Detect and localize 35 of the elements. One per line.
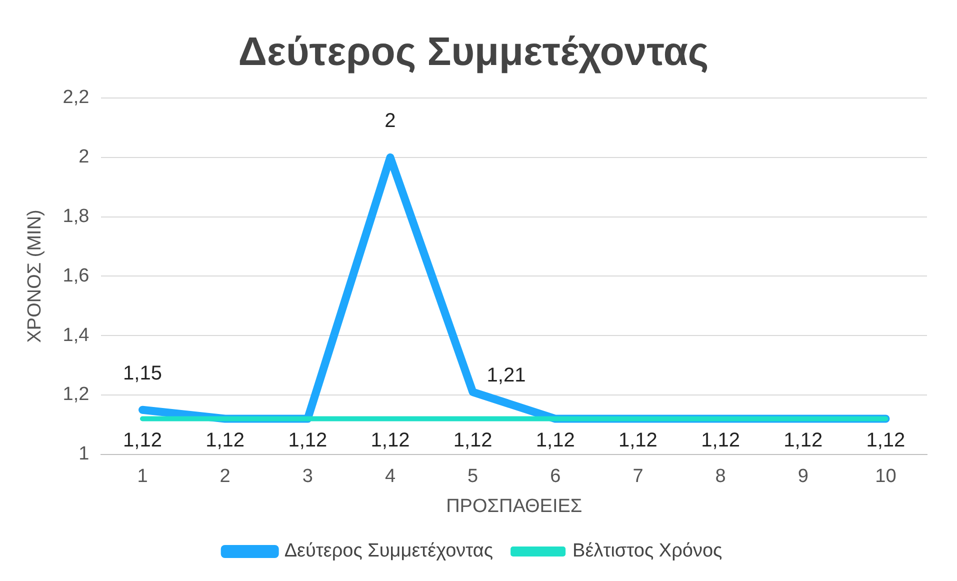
data-label: 2: [384, 110, 396, 132]
y-tick-label: 1: [78, 444, 90, 465]
x-tick-label: 9: [798, 466, 808, 488]
x-tick-label: 7: [632, 466, 644, 488]
y-axis-title: ΧΡΟΝΟΣ (MIN): [24, 210, 46, 343]
x-tick-label: 6: [550, 466, 561, 488]
data-label: 1,12: [453, 429, 492, 452]
data-label: 1,21: [486, 364, 526, 387]
data-label: 1,12: [288, 429, 328, 452]
data-label: 1,12: [701, 429, 740, 452]
x-tick-label: 8: [715, 466, 726, 488]
y-tick-label: 2: [78, 146, 90, 168]
y-tick-label: 1,6: [62, 265, 90, 286]
y-tick-label: 2,2: [62, 87, 90, 108]
data-label: 1,12: [370, 429, 410, 452]
chart-title: Δεύτερος Συμμετέχοντας: [238, 30, 709, 74]
data-label: 1,15: [123, 362, 162, 384]
data-label: 1,12: [206, 429, 245, 452]
legend-label: Δεύτερος Συμμετέχοντας: [284, 540, 494, 562]
y-tick-label: 1,4: [62, 324, 90, 346]
x-tick-label: 4: [384, 466, 396, 488]
data-label: 1,12: [123, 429, 162, 452]
legend-label: Βέλτιστος Χρόνος: [572, 540, 722, 562]
x-axis-title: ΠΡΟΣΠΑΘΕΙΕΣ: [446, 496, 582, 517]
data-label: 1,12: [618, 429, 658, 452]
x-tick-label: 10: [875, 466, 896, 488]
x-tick-label: 1: [137, 466, 148, 488]
data-label: 1,12: [536, 429, 575, 452]
x-tick-label: 3: [302, 466, 313, 488]
data-label: 1,12: [866, 429, 906, 452]
data-label: 1,12: [784, 429, 823, 452]
x-tick-label: 5: [468, 466, 478, 488]
y-tick-label: 1,8: [62, 206, 90, 228]
x-tick-label: 2: [220, 466, 230, 488]
y-tick-label: 1,2: [62, 384, 90, 406]
